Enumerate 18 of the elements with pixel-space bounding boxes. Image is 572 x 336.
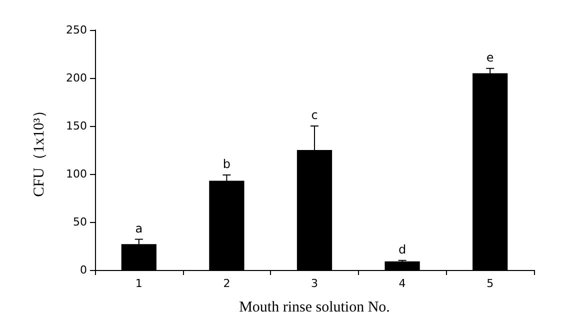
x-tick-label: 4	[398, 277, 406, 290]
y-tick-label: 100	[66, 168, 87, 180]
annotation: c	[311, 108, 318, 122]
y-tick-label: 200	[66, 72, 87, 84]
y-axis-title: CFU（1x10³）	[32, 103, 48, 197]
annotation: b	[222, 156, 231, 171]
y-tick-label: 150	[66, 120, 87, 132]
annotation: e	[486, 50, 494, 64]
x-tick-label: 3	[311, 277, 318, 290]
annotation: d	[398, 242, 406, 256]
y-tick-label: 250	[66, 24, 87, 36]
x-tick-label: 2	[223, 277, 230, 290]
x-tick-label: 5	[486, 277, 494, 290]
x-axis-title: Mouth rinse solution No.	[239, 300, 390, 316]
annotation: a	[135, 221, 143, 236]
y-tick-label: 0	[80, 264, 87, 276]
x-tick-label: 1	[135, 277, 142, 290]
y-tick-label: 50	[73, 216, 87, 228]
